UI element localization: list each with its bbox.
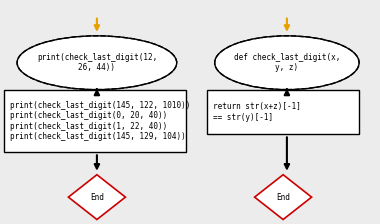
Text: End: End [90, 193, 104, 202]
Bar [4, 90, 186, 152]
Polygon shape [255, 175, 312, 220]
Text: print(check_last_digit(12,
26, 44)): print(check_last_digit(12, 26, 44)) [37, 53, 157, 72]
Text: return str(x+z)[-1]
== str(y)[-1]: return str(x+z)[-1] == str(y)[-1] [213, 102, 301, 122]
Text: End: End [276, 193, 290, 202]
Bar [207, 90, 359, 134]
Ellipse shape [17, 36, 177, 90]
Ellipse shape [215, 36, 359, 90]
Polygon shape [68, 175, 125, 220]
Text: def check_last_digit(x,
y, z): def check_last_digit(x, y, z) [234, 53, 340, 72]
Text: print(check_last_digit(145, 122, 1010))
print(check_last_digit(0, 20, 40))
print: print(check_last_digit(145, 122, 1010)) … [10, 101, 190, 141]
